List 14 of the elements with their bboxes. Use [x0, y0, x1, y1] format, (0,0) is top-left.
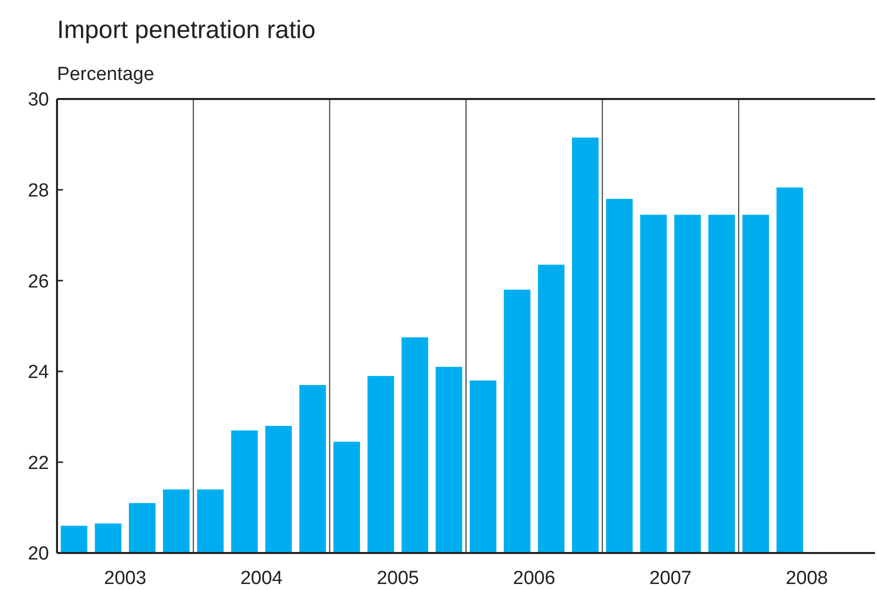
y-tick-label: 22 [28, 452, 49, 474]
y-tick-label: 24 [28, 362, 50, 384]
x-tick-label: 2008 [786, 568, 828, 589]
y-tick-label: 20 [28, 544, 49, 565]
x-tick-label: 2006 [513, 568, 556, 589]
y-tick-label: 28 [28, 180, 49, 202]
x-tick-label: 2003 [104, 568, 146, 589]
x-tick-label: 2004 [240, 568, 284, 589]
chart-title: Import penetration ratio [57, 16, 316, 44]
y-axis-title: Percentage [57, 64, 154, 85]
y-tick-label: 30 [28, 90, 49, 111]
y-tick-label: 26 [28, 271, 49, 292]
x-tick-label: 2007 [649, 568, 692, 589]
x-tick-label: 2005 [376, 568, 419, 589]
